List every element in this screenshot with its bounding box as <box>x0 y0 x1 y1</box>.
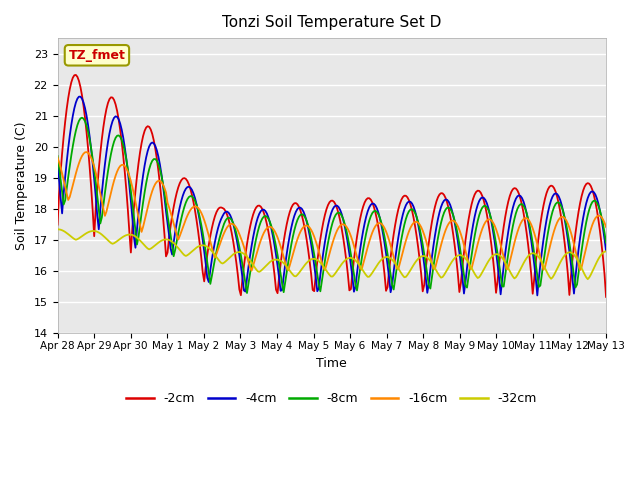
Title: Tonzi Soil Temperature Set D: Tonzi Soil Temperature Set D <box>222 15 442 30</box>
Y-axis label: Soil Temperature (C): Soil Temperature (C) <box>15 121 28 250</box>
Legend: -2cm, -4cm, -8cm, -16cm, -32cm: -2cm, -4cm, -8cm, -16cm, -32cm <box>122 387 542 410</box>
Text: TZ_fmet: TZ_fmet <box>68 49 125 62</box>
X-axis label: Time: Time <box>316 357 347 370</box>
